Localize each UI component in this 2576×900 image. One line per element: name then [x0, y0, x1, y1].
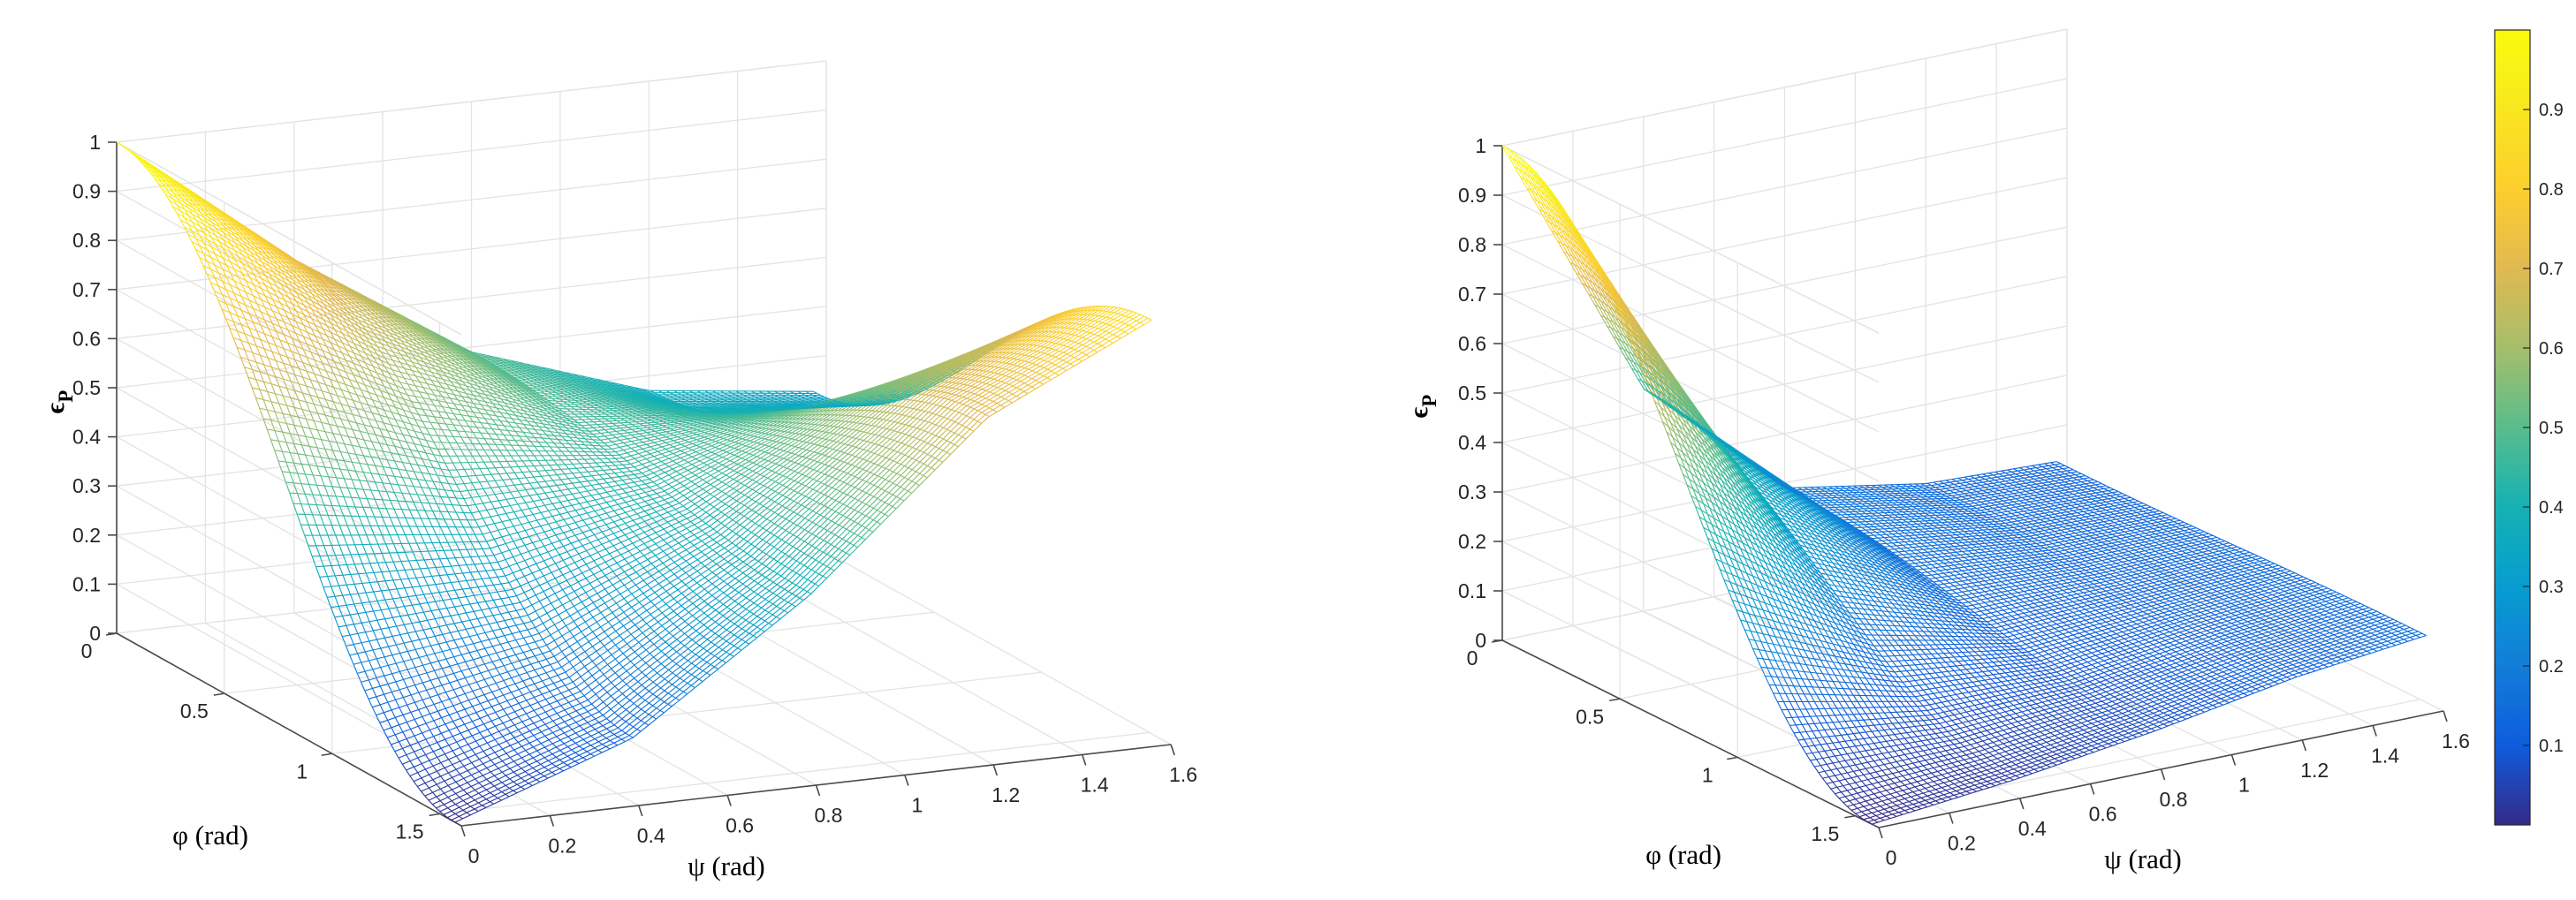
surface-plot-left: 0 0.2 0.4 0.6 0.8 1 1.2 1.4 1.6 00.511.5 00.10.2…: [41, 61, 1197, 881]
